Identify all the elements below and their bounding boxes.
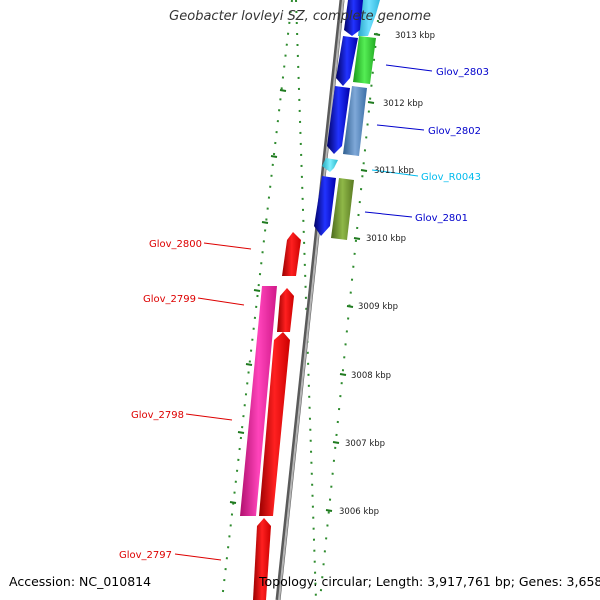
gene-arrow-steel[interactable] xyxy=(343,86,367,156)
gene-arrow-2801[interactable] xyxy=(314,176,336,236)
gene-label-glov-2798[interactable]: Glov_2798 xyxy=(131,410,184,421)
gene-label-glov-2797[interactable]: Glov_2797 xyxy=(119,550,172,561)
genome-backbone xyxy=(275,0,345,600)
scale-label: 3011 kbp xyxy=(374,166,414,176)
forward-genes xyxy=(314,0,380,240)
gene-label-glov-2803[interactable]: Glov_2803 xyxy=(436,67,489,78)
gene-arrow-2797[interactable] xyxy=(253,518,271,600)
topology-text: Topology: circular; Length: 3,917,761 bp… xyxy=(259,574,600,589)
map-title: Geobacter lovleyi SZ, complete genome xyxy=(169,9,431,24)
inner-tick-ring xyxy=(221,0,293,600)
scale-labels: 3013 kbp 3012 kbp 3011 kbp 3010 kbp 3009… xyxy=(339,31,435,517)
scale-label: 3007 kbp xyxy=(345,439,385,449)
gene-arrow-2803[interactable] xyxy=(344,0,363,36)
gene-arrow-r0043[interactable] xyxy=(322,158,338,172)
gene-label-glov-2802[interactable]: Glov_2802 xyxy=(428,126,481,137)
scale-label: 3006 kbp xyxy=(339,507,379,517)
gene-arrow-2803-top[interactable] xyxy=(358,0,380,36)
gene-arrow-2798[interactable] xyxy=(259,332,290,516)
accession-text: Accession: NC_010814 xyxy=(9,574,152,589)
scale-major-ticks xyxy=(229,33,381,512)
gene-arrow-2803-b[interactable] xyxy=(336,36,358,86)
scale-label: 3008 kbp xyxy=(351,371,391,381)
label-leaders xyxy=(174,64,433,561)
reverse-genes xyxy=(240,232,301,600)
scale-label: 3013 kbp xyxy=(395,31,435,41)
scale-label: 3010 kbp xyxy=(366,234,406,244)
scale-label: 3012 kbp xyxy=(383,99,423,109)
gene-arrow-2800[interactable] xyxy=(282,232,301,276)
gene-label-glov-r0043[interactable]: Glov_R0043 xyxy=(421,172,481,183)
gene-arrow-green[interactable] xyxy=(353,36,376,84)
gene-arrow-olive[interactable] xyxy=(331,178,354,240)
gene-arrow-2799[interactable] xyxy=(277,288,294,332)
gene-label-glov-2799[interactable]: Glov_2799 xyxy=(143,294,196,305)
gene-labels: Glov_2803 Glov_2802 Glov_R0043 Glov_2801… xyxy=(119,67,489,561)
gene-arrow-2802[interactable] xyxy=(327,86,350,154)
gene-label-glov-2800[interactable]: Glov_2800 xyxy=(149,239,202,250)
gene-label-glov-2801[interactable]: Glov_2801 xyxy=(415,213,468,224)
scale-label: 3009 kbp xyxy=(358,302,398,312)
outer-tick-ring xyxy=(295,0,317,600)
gene-arrow-pink[interactable] xyxy=(240,286,277,516)
